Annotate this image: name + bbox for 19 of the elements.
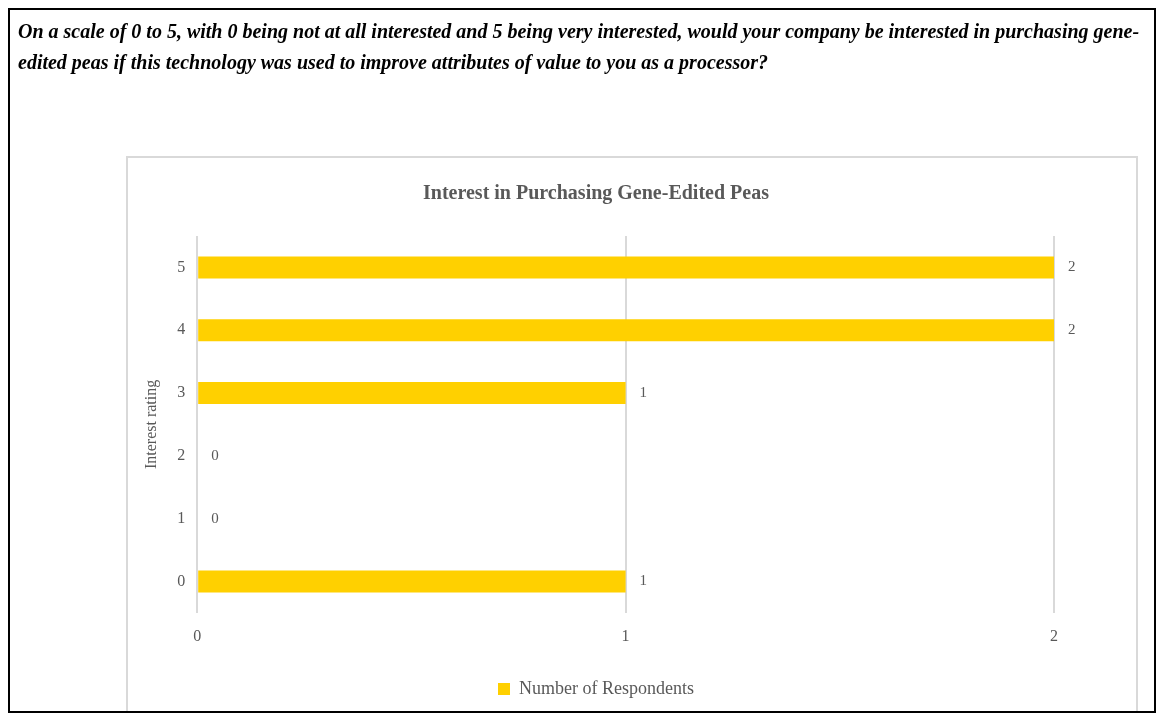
legend-label: Number of Respondents xyxy=(519,677,694,698)
y-tick-label: 0 xyxy=(177,571,186,589)
data-label: 2 xyxy=(1068,321,1076,338)
data-label: 1 xyxy=(639,572,648,589)
chart-subtitle: Interest in Purchasing Gene-Edited Peas xyxy=(423,181,770,205)
y-tick-label: 3 xyxy=(177,383,186,401)
y-axis-title: Interest rating xyxy=(141,379,160,470)
data-label: 0 xyxy=(211,509,219,526)
y-tick-label: 2 xyxy=(177,446,186,463)
x-tick-label: 1 xyxy=(621,626,630,644)
chart-title: On a scale of 0 to 5, with 0 being not at all interested and 5 being very interested, would your company be interested in purchasing gene-edited peas if this technology was used to improve attributes of value to you as a processor? xyxy=(18,19,1141,76)
data-label: 1 xyxy=(639,383,648,400)
x-tick-label: 2 xyxy=(1050,626,1058,644)
y-tick-label: 4 xyxy=(177,320,186,338)
y-tick-label: 5 xyxy=(177,257,186,275)
y-tick-label: 1 xyxy=(177,508,186,526)
x-tick-label: 0 xyxy=(193,626,202,644)
data-label: 2 xyxy=(1068,258,1076,275)
data-label: 0 xyxy=(211,446,219,463)
